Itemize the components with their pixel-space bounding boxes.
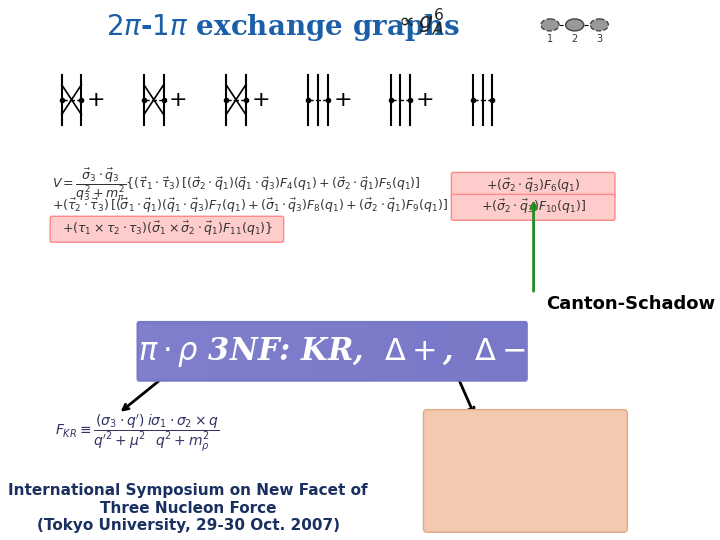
Bar xyxy=(170,324,178,379)
Bar xyxy=(495,324,502,379)
Bar xyxy=(356,324,363,379)
Text: $+ (\vec{\sigma}_2 \cdot \vec{q}_3)F_{10}(q_1)]$: $+ (\vec{\sigma}_2 \cdot \vec{q}_3)F_{10… xyxy=(481,198,586,217)
Text: International Symposium on New Facet of
Three Nucleon Force
(Tokyo University, 2: International Symposium on New Facet of … xyxy=(9,483,368,533)
Text: 2: 2 xyxy=(572,34,578,44)
Bar xyxy=(309,324,317,379)
Bar xyxy=(232,324,240,379)
Bar xyxy=(417,324,425,379)
Bar xyxy=(209,324,216,379)
Bar xyxy=(441,324,448,379)
Bar xyxy=(371,324,379,379)
Bar xyxy=(510,324,518,379)
Bar xyxy=(479,324,487,379)
Bar xyxy=(317,324,325,379)
Bar xyxy=(518,324,526,379)
Bar xyxy=(325,324,332,379)
Text: $V = \dfrac{\vec{\sigma}_3 \cdot \vec{q}_3}{q_3^2 + m_\pi^2}\{(\vec{\tau}_1 \cdo: $V = \dfrac{\vec{\sigma}_3 \cdot \vec{q}… xyxy=(52,166,420,203)
FancyBboxPatch shape xyxy=(451,194,615,220)
Bar xyxy=(270,324,278,379)
Bar xyxy=(178,324,185,379)
Text: +: + xyxy=(169,90,188,110)
Text: +: + xyxy=(251,90,270,110)
Bar xyxy=(456,324,464,379)
Bar xyxy=(410,324,417,379)
Bar xyxy=(332,324,340,379)
Ellipse shape xyxy=(590,19,608,31)
Text: Canton-Schadow: Canton-Schadow xyxy=(546,295,715,313)
Text: $F_{\Delta^+}^I \equiv \dfrac{(\sigma_3 \cdot q^\prime)(\sigma_2 \cdot q^\prime): $F_{\Delta^+}^I \equiv \dfrac{(\sigma_3 … xyxy=(435,423,601,463)
Text: $+(\tau_1 \times \tau_2 \cdot \tau_3)(\vec{\sigma}_1 \times \vec{\sigma}_2 \cdot: $+(\tau_1 \times \tau_2 \cdot \tau_3)(\v… xyxy=(62,220,274,238)
Bar xyxy=(433,324,441,379)
Bar xyxy=(402,324,410,379)
Bar xyxy=(294,324,301,379)
Bar xyxy=(464,324,472,379)
Bar xyxy=(425,324,433,379)
Bar xyxy=(472,324,479,379)
Text: $\propto g_A^6$: $\propto g_A^6$ xyxy=(394,6,444,37)
Text: 3: 3 xyxy=(596,34,603,44)
Ellipse shape xyxy=(541,19,559,31)
Bar xyxy=(201,324,209,379)
Bar xyxy=(216,324,224,379)
Bar xyxy=(379,324,386,379)
Bar xyxy=(255,324,263,379)
FancyBboxPatch shape xyxy=(50,217,284,242)
Ellipse shape xyxy=(566,19,584,31)
Bar xyxy=(487,324,495,379)
Bar xyxy=(286,324,294,379)
Bar xyxy=(348,324,356,379)
Bar xyxy=(263,324,270,379)
Bar xyxy=(502,324,510,379)
Bar xyxy=(224,324,232,379)
Bar xyxy=(154,324,162,379)
Text: 1: 1 xyxy=(547,34,553,44)
Bar xyxy=(240,324,247,379)
Text: $+(\vec{\tau}_2 \cdot \vec{\tau}_3)\,[(\vec{\sigma}_1 \cdot \vec{q}_1)(\vec{q}_1: $+(\vec{\tau}_2 \cdot \vec{\tau}_3)\,[(\… xyxy=(52,197,448,215)
Bar xyxy=(147,324,154,379)
Text: $\pi \cdot \rho$ 3NF: KR,  $\Delta+$,  $\Delta-$: $\pi \cdot \rho$ 3NF: KR, $\Delta+$, $\D… xyxy=(138,335,526,369)
Bar xyxy=(340,324,348,379)
Bar xyxy=(139,324,147,379)
Text: +: + xyxy=(415,90,434,110)
Bar xyxy=(363,324,371,379)
FancyBboxPatch shape xyxy=(137,321,528,382)
Bar xyxy=(394,324,402,379)
Bar xyxy=(185,324,193,379)
Bar xyxy=(301,324,309,379)
FancyBboxPatch shape xyxy=(451,172,615,198)
FancyBboxPatch shape xyxy=(423,410,627,532)
Text: +: + xyxy=(333,90,352,110)
Text: +: + xyxy=(87,90,106,110)
Text: $F_{\Delta^+}^{II} \equiv \dfrac{(\sigma_3 \cdot q^\prime)}{q^{\prime 2}+\mu^2}(: $F_{\Delta^+}^{II} \equiv \dfrac{(\sigma… xyxy=(435,469,598,507)
Bar xyxy=(193,324,201,379)
Text: $+ (\vec{\sigma}_2 \cdot \vec{q}_3)F_6(q_1)$: $+ (\vec{\sigma}_2 \cdot \vec{q}_3)F_6(q… xyxy=(486,176,581,194)
Text: $2\pi$-$1\pi$ exchange graphs: $2\pi$-$1\pi$ exchange graphs xyxy=(106,12,460,43)
Bar xyxy=(162,324,170,379)
Bar xyxy=(278,324,286,379)
Bar xyxy=(247,324,255,379)
Bar xyxy=(448,324,456,379)
Bar xyxy=(386,324,394,379)
Text: $F_{KR} \equiv \dfrac{(\sigma_3 \cdot q^\prime)}{q^{\prime 2} + \mu^2}\dfrac{i\s: $F_{KR} \equiv \dfrac{(\sigma_3 \cdot q^… xyxy=(55,413,220,454)
